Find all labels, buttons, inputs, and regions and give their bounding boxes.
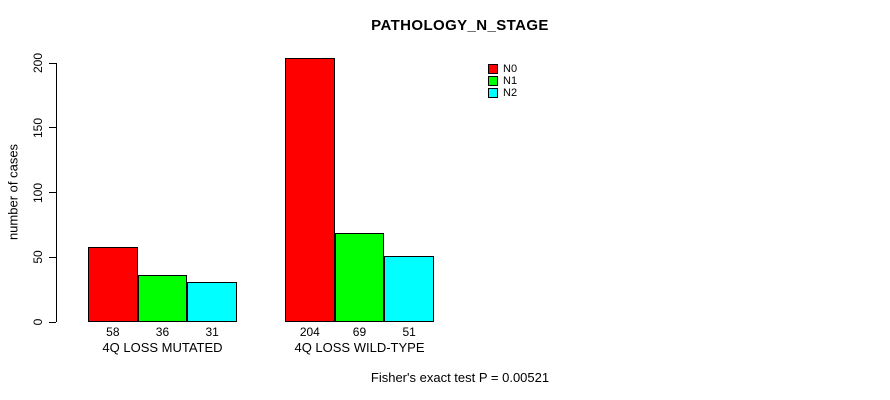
legend-entry-N1: N1 bbox=[488, 75, 518, 87]
bar-N0 bbox=[285, 57, 335, 322]
bar-value-label: 58 bbox=[106, 325, 120, 339]
legend-entry-N0: N0 bbox=[488, 63, 518, 75]
bar-value-label: 36 bbox=[155, 325, 170, 339]
legend-swatch bbox=[488, 76, 498, 86]
y-axis-tick bbox=[49, 62, 56, 64]
y-axis-tick bbox=[49, 127, 56, 129]
y-axis-tick-label: 150 bbox=[31, 117, 45, 138]
bar-N1 bbox=[334, 232, 385, 322]
legend-swatch bbox=[488, 88, 498, 98]
legend: N0 N1 N2 bbox=[488, 64, 517, 100]
legend-label: N2 bbox=[503, 87, 518, 99]
y-axis-tick bbox=[49, 192, 56, 193]
y-axis-tick-label: 200 bbox=[31, 52, 45, 74]
bar-N0 bbox=[88, 246, 138, 322]
chart-title: PATHOLOGY_N_STAGE bbox=[371, 17, 549, 34]
legend-label: N0 bbox=[503, 63, 518, 75]
category-label: 4Q LOSS WILD-TYPE bbox=[294, 340, 425, 355]
bar-value-label: 204 bbox=[299, 325, 320, 339]
category-label: 4Q LOSS MUTATED bbox=[102, 340, 223, 355]
y-axis-line bbox=[56, 63, 57, 322]
bar-value-label: 31 bbox=[205, 325, 219, 339]
y-axis-tick-label: 50 bbox=[31, 250, 45, 264]
bar-N2 bbox=[384, 255, 434, 322]
bar-value-label: 51 bbox=[402, 325, 416, 339]
legend-label: N1 bbox=[503, 75, 518, 87]
y-axis-tick bbox=[49, 321, 56, 323]
bar-N1 bbox=[137, 275, 188, 322]
y-axis-tick bbox=[49, 256, 56, 258]
bar-N2 bbox=[187, 281, 237, 322]
legend-swatch bbox=[488, 64, 498, 74]
bar-value-label: 69 bbox=[352, 325, 367, 339]
legend-entry-N2: N2 bbox=[488, 87, 518, 99]
y-axis-tick-label: 0 bbox=[31, 318, 45, 326]
stat-annotation: Fisher's exact test P = 0.00521 bbox=[370, 370, 550, 385]
y-axis-tick-label: 100 bbox=[31, 182, 45, 203]
